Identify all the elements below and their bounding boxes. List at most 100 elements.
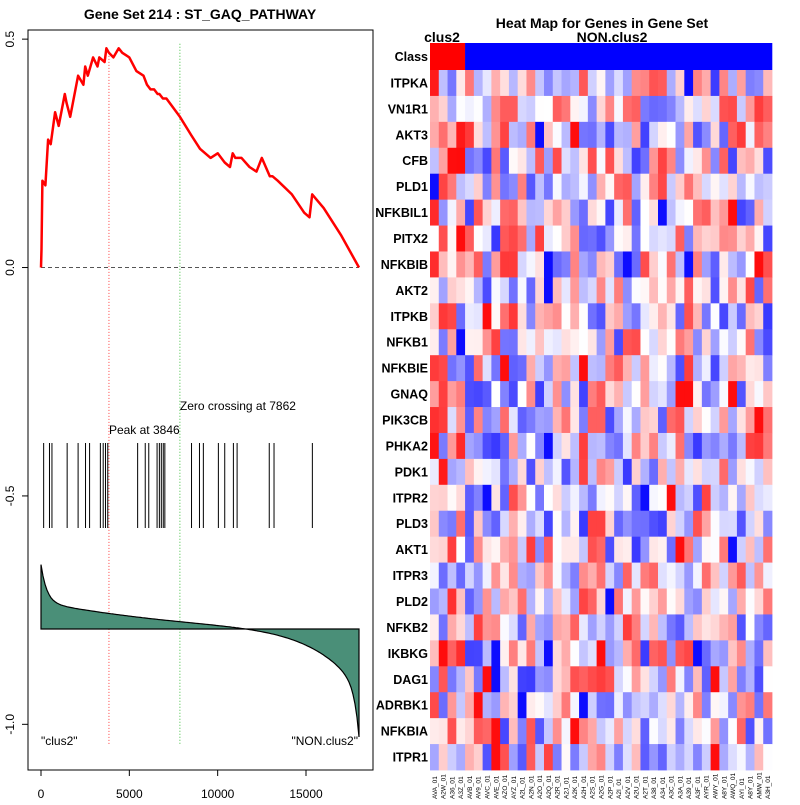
heatmap-cell	[745, 147, 755, 175]
heatmap-cell	[508, 381, 519, 408]
heatmap-cell	[701, 562, 712, 589]
heatmap-cell	[640, 588, 650, 615]
heatmap-cell	[649, 640, 659, 667]
heatmap-cell	[526, 458, 536, 486]
heatmap-cell	[666, 432, 676, 460]
heatmap-cell	[579, 381, 589, 408]
heatmap-cell	[570, 329, 580, 356]
heatmap-cell	[561, 614, 571, 641]
row-label: DAG1	[393, 673, 428, 687]
heatmap-cell	[666, 225, 676, 252]
heatmap-cell	[684, 407, 694, 434]
heatmap-cell	[658, 70, 668, 97]
heatmap-cell	[456, 303, 466, 330]
heatmap-cell	[561, 225, 571, 252]
heatmap-cell	[456, 147, 466, 175]
row-label: NFKB1	[386, 336, 428, 350]
heatmap-cell	[579, 588, 589, 615]
heatmap-cell	[649, 692, 659, 719]
heatmap-cell	[561, 70, 571, 97]
heatmap-cell	[430, 614, 440, 641]
heatmap-cell	[552, 121, 562, 149]
heatmap-cell	[561, 277, 571, 304]
heatmap-cell	[491, 744, 501, 771]
enrichment-score-line	[39, 47, 361, 269]
heatmap-cell	[719, 173, 729, 201]
heatmap-cell	[666, 562, 676, 589]
heatmap-cell	[447, 718, 457, 745]
heatmap-cell	[430, 536, 440, 563]
heatmap-cell	[605, 718, 615, 745]
column-label: A2U_01	[634, 775, 641, 799]
heatmap-cell	[675, 329, 685, 356]
heatmap-cell	[614, 70, 624, 97]
heatmap-cell	[693, 640, 703, 667]
heatmap-cell	[754, 744, 764, 771]
heatmap-cell	[640, 614, 650, 641]
heatmap-cell	[526, 70, 536, 97]
heatmap-cell	[526, 484, 536, 512]
row-label: PDK1	[395, 465, 428, 479]
heatmap-cell	[473, 407, 484, 434]
heatmap-cell	[596, 666, 606, 693]
heatmap-cell	[693, 251, 703, 278]
heatmap-cell	[710, 666, 720, 693]
heatmap-cell	[745, 536, 755, 563]
heatmap-cell	[693, 666, 703, 693]
heatmap-cell	[631, 640, 641, 667]
heatmap-cell	[508, 588, 519, 615]
heatmap-cell	[631, 121, 641, 149]
heatmap-cell	[587, 432, 598, 460]
heatmap-cell	[622, 70, 633, 97]
heatmap-cell	[701, 70, 712, 97]
heatmap-cell	[745, 173, 755, 201]
heatmap-cell	[430, 277, 440, 304]
column-label: A2O_01	[537, 775, 544, 799]
heatmap-cell	[465, 640, 475, 667]
column-label: A36_01	[449, 776, 456, 799]
heatmap-cell	[517, 484, 527, 512]
heatmap-cell	[605, 458, 615, 486]
heatmap-cell	[517, 407, 527, 434]
heatmap-cell	[736, 199, 747, 226]
heatmap-cell	[640, 147, 650, 175]
heatmap-cell	[649, 718, 659, 745]
heatmap-cell	[447, 251, 457, 278]
heatmap-cell	[719, 251, 729, 278]
heatmap-cell	[649, 303, 659, 330]
heatmap-cell	[622, 588, 633, 615]
heatmap-cell	[482, 381, 492, 408]
heatmap-cell	[526, 277, 536, 304]
heatmap-cell	[719, 329, 729, 356]
heatmap-cell	[465, 614, 475, 641]
heatmap-cell	[719, 510, 729, 538]
column-label: A2I_01	[616, 778, 623, 799]
heatmap-cell	[491, 381, 501, 408]
heatmap-cell	[684, 666, 694, 693]
heatmap-cell	[465, 666, 475, 693]
heatmap-cell	[754, 381, 764, 408]
heatmap-cell	[675, 225, 685, 252]
heatmap-cell	[763, 355, 773, 382]
heatmap-cell	[491, 458, 501, 486]
heatmap-cell	[526, 718, 536, 745]
heatmap-cell	[465, 562, 475, 589]
heatmap-cell	[675, 407, 685, 434]
heatmap-cell	[710, 199, 720, 226]
heatmap-cell	[438, 329, 448, 356]
heatmap-cell	[447, 95, 457, 123]
heatmap-cell	[728, 510, 738, 538]
heatmap-cell	[535, 718, 545, 745]
heatmap-cell	[535, 744, 545, 771]
column-label: A2N_01	[528, 775, 535, 799]
heatmap-cell	[675, 692, 685, 719]
heatmap-cell	[622, 173, 633, 201]
group-label-clus2: clus2	[424, 29, 460, 45]
heatmap-cell	[710, 251, 720, 278]
heatmap-cell	[465, 225, 475, 252]
x-tick-label: 0	[38, 787, 45, 800]
heatmap-cell	[517, 666, 527, 693]
heatmap-cell	[666, 147, 676, 175]
column-label: AWQ_01	[730, 772, 737, 799]
